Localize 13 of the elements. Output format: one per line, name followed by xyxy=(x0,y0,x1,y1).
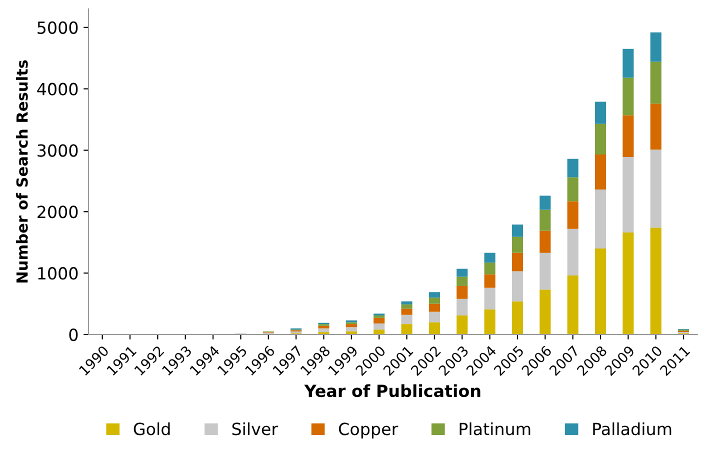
x-axis-title: Year of Publication xyxy=(304,384,480,398)
y-tick-label: 1000 xyxy=(38,267,78,280)
y-tick-label: 4000 xyxy=(37,82,78,96)
y-tick-label: 2000 xyxy=(38,206,78,218)
legend-label: Palladium xyxy=(593,422,672,436)
y-axis-title: Number of Search Results xyxy=(16,60,28,283)
y-tick-label: 0 xyxy=(69,328,78,342)
y-tick-label: 5000 xyxy=(38,21,78,34)
legend-label: Gold xyxy=(134,422,170,436)
legend-label: Silver xyxy=(232,422,278,436)
y-tick-label: 3000 xyxy=(38,144,78,157)
legend-label: Copper xyxy=(338,422,398,438)
legend-label: Platinum xyxy=(460,422,530,436)
